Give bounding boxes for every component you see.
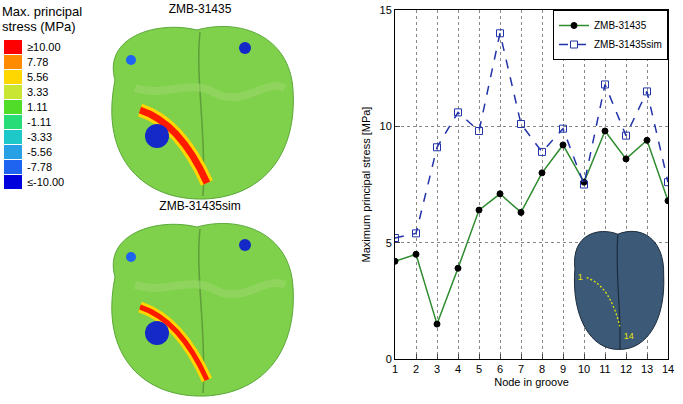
html-text:ZMB-31435sim: ZMB-31435sim xyxy=(159,199,241,213)
html-text:Max. principal stress (MPa): Max. principal stress (MPa) xyxy=(2,4,83,34)
html-text:≤-10.00: ≤-10.00 xyxy=(27,176,65,188)
svg-text:Maximum principal stress [MPa]: Maximum principal stress [MPa] xyxy=(360,107,372,263)
svg-text:2: 2 xyxy=(413,363,419,375)
svg-text:7: 7 xyxy=(518,363,524,375)
svg-text:12: 12 xyxy=(620,363,632,375)
html-text:-1.11: -1.11 xyxy=(27,116,52,128)
svg-text:5: 5 xyxy=(476,363,482,375)
svg-text:10: 10 xyxy=(380,120,392,132)
svg-text:6: 6 xyxy=(497,363,503,375)
svg-text:9: 9 xyxy=(560,363,566,375)
html-text:1.11: 1.11 xyxy=(27,101,48,113)
svg-text:5: 5 xyxy=(386,237,392,249)
svg-text:14: 14 xyxy=(662,363,674,375)
html-text:-3.33: -3.33 xyxy=(27,131,53,143)
html-text:≥10.00: ≥10.00 xyxy=(27,41,61,53)
svg-text:10: 10 xyxy=(578,363,590,375)
svg-text:4: 4 xyxy=(455,363,461,375)
svg-text:14: 14 xyxy=(624,331,634,341)
svg-text:Node in groove: Node in groove xyxy=(494,376,569,388)
svg-text:ZMB-31435sim: ZMB-31435sim xyxy=(594,39,662,50)
html-text:5.56: 5.56 xyxy=(27,71,49,83)
svg-text:8: 8 xyxy=(539,363,545,375)
svg-text:1: 1 xyxy=(578,272,583,282)
svg-text:ZMB-31435: ZMB-31435 xyxy=(594,20,647,31)
html-text:7.78: 7.78 xyxy=(27,56,49,68)
html-text:3.33: 3.33 xyxy=(27,86,49,98)
svg-text:1: 1 xyxy=(392,363,398,375)
html-text:-5.56: -5.56 xyxy=(27,146,53,158)
svg-text:15: 15 xyxy=(380,4,392,16)
svg-text:13: 13 xyxy=(641,363,653,375)
svg-text:11: 11 xyxy=(599,363,610,375)
html-text:ZMB-31435: ZMB-31435 xyxy=(168,2,232,16)
svg-text:0: 0 xyxy=(386,353,392,365)
svg-text:3: 3 xyxy=(434,363,440,375)
html-text:-7.78: -7.78 xyxy=(27,161,53,173)
